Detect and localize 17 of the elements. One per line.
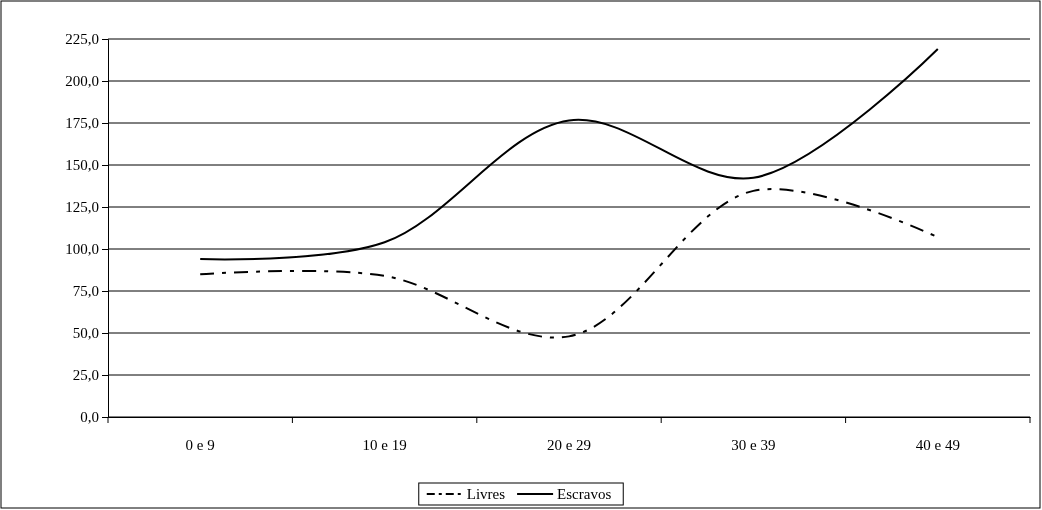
y-tick-label: 175,0 bbox=[65, 115, 99, 132]
x-tick-label: 20 e 29 bbox=[546, 436, 592, 453]
y-tick-label: 150,0 bbox=[65, 157, 99, 174]
y-tick-label: 125,0 bbox=[65, 199, 99, 216]
legend-label: Livres bbox=[466, 486, 506, 502]
y-tick-label: 200,0 bbox=[65, 73, 99, 90]
y-tick-label: 25,0 bbox=[72, 367, 99, 384]
y-tick-label: 0,0 bbox=[80, 409, 99, 426]
y-tick-label: 100,0 bbox=[65, 241, 99, 258]
legend-label: Escravos bbox=[557, 486, 612, 502]
x-tick-label: 10 e 19 bbox=[362, 436, 407, 453]
y-tick-label: 75,0 bbox=[72, 283, 99, 300]
y-tick-label: 225,0 bbox=[65, 31, 99, 48]
x-tick-label: 30 e 39 bbox=[731, 436, 776, 453]
x-tick-label: 0 e 9 bbox=[185, 436, 215, 453]
x-tick-label: 40 e 49 bbox=[915, 436, 960, 453]
y-tick-label: 50,0 bbox=[72, 325, 99, 342]
